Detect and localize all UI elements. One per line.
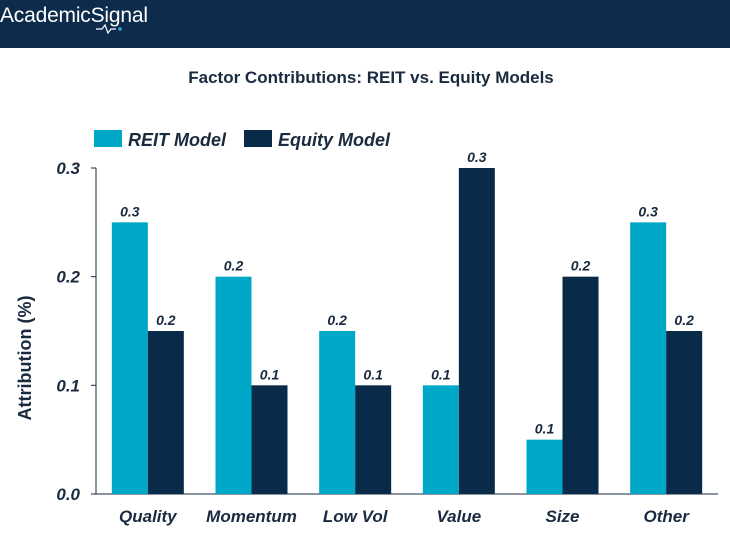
signal-wave-icon bbox=[96, 24, 122, 34]
bar-reit-model-value bbox=[422, 385, 459, 494]
y-axis-label: Attribution (%) bbox=[15, 296, 35, 421]
legend-label-equity-model: Equity Model bbox=[278, 130, 391, 150]
bar-reit-model-size bbox=[526, 439, 563, 494]
bar-equity-model-low-vol bbox=[355, 385, 392, 494]
bar-reit-model-momentum bbox=[215, 276, 252, 494]
data-label-equity-model-low-vol: 0.1 bbox=[363, 366, 383, 382]
x-tick-label-momentum: Momentum bbox=[206, 507, 297, 526]
bar-equity-model-quality bbox=[147, 331, 184, 494]
y-axis-ticks: 0.0 0.1 0.2 0.3 bbox=[56, 159, 96, 504]
y-tick-label: 0.0 bbox=[56, 485, 80, 504]
x-tick-label-value: Value bbox=[436, 507, 481, 526]
header-bar: AcademicSignal bbox=[0, 0, 730, 48]
data-label-equity-model-momentum: 0.1 bbox=[260, 366, 280, 382]
bar-equity-model-momentum bbox=[251, 385, 288, 494]
legend-swatch-equity-model bbox=[244, 130, 272, 147]
bar-equity-model-size bbox=[562, 276, 599, 494]
data-label-equity-model-other: 0.2 bbox=[674, 312, 694, 328]
data-label-reit-model-size: 0.1 bbox=[535, 421, 555, 437]
bar-reit-model-other bbox=[630, 222, 667, 495]
x-tick-label-other: Other bbox=[643, 507, 690, 526]
data-labels: 0.3 0.2 0.2 0.1 0.2 0.1 0.1 0.3 0.1 0.2 0.3 0.2 bbox=[120, 149, 694, 437]
bar-equity-model-value bbox=[458, 168, 495, 494]
brand-prefix: Academic bbox=[0, 4, 91, 27]
data-label-reit-model-low-vol: 0.2 bbox=[327, 312, 347, 328]
bar-reit-model-low-vol bbox=[319, 331, 356, 494]
x-tick-label-size: Size bbox=[545, 507, 579, 526]
y-tick-label: 0.2 bbox=[56, 268, 80, 287]
chart-title: Factor Contributions: REIT vs. Equity Mo… bbox=[188, 68, 554, 87]
bar-chart: Factor Contributions: REIT vs. Equity Mo… bbox=[15, 68, 718, 526]
x-tick-label-quality: Quality bbox=[119, 507, 178, 526]
brand-logo: AcademicSignal bbox=[0, 4, 148, 28]
bar-equity-model-other bbox=[666, 331, 703, 494]
data-label-reit-model-momentum: 0.2 bbox=[224, 258, 244, 274]
data-label-equity-model-value: 0.3 bbox=[467, 149, 487, 165]
data-label-reit-model-other: 0.3 bbox=[638, 203, 658, 219]
data-label-reit-model-quality: 0.3 bbox=[120, 203, 140, 219]
y-tick-label: 0.3 bbox=[56, 159, 80, 178]
legend: REIT Model Equity Model bbox=[94, 130, 391, 150]
legend-label-reit-model: REIT Model bbox=[128, 130, 227, 150]
bar-reit-model-quality bbox=[111, 222, 148, 495]
brand-suffix: Signal bbox=[90, 4, 148, 27]
data-label-equity-model-quality: 0.2 bbox=[156, 312, 176, 328]
x-tick-label-low-vol: Low Vol bbox=[323, 507, 389, 526]
data-label-reit-model-value: 0.1 bbox=[431, 366, 451, 382]
bars bbox=[111, 168, 703, 495]
y-tick-label: 0.1 bbox=[56, 376, 80, 395]
data-label-equity-model-size: 0.2 bbox=[571, 258, 591, 274]
legend-swatch-reit-model bbox=[94, 130, 122, 147]
x-axis-ticks: Quality Momentum Low Vol Value Size Other bbox=[119, 507, 690, 526]
